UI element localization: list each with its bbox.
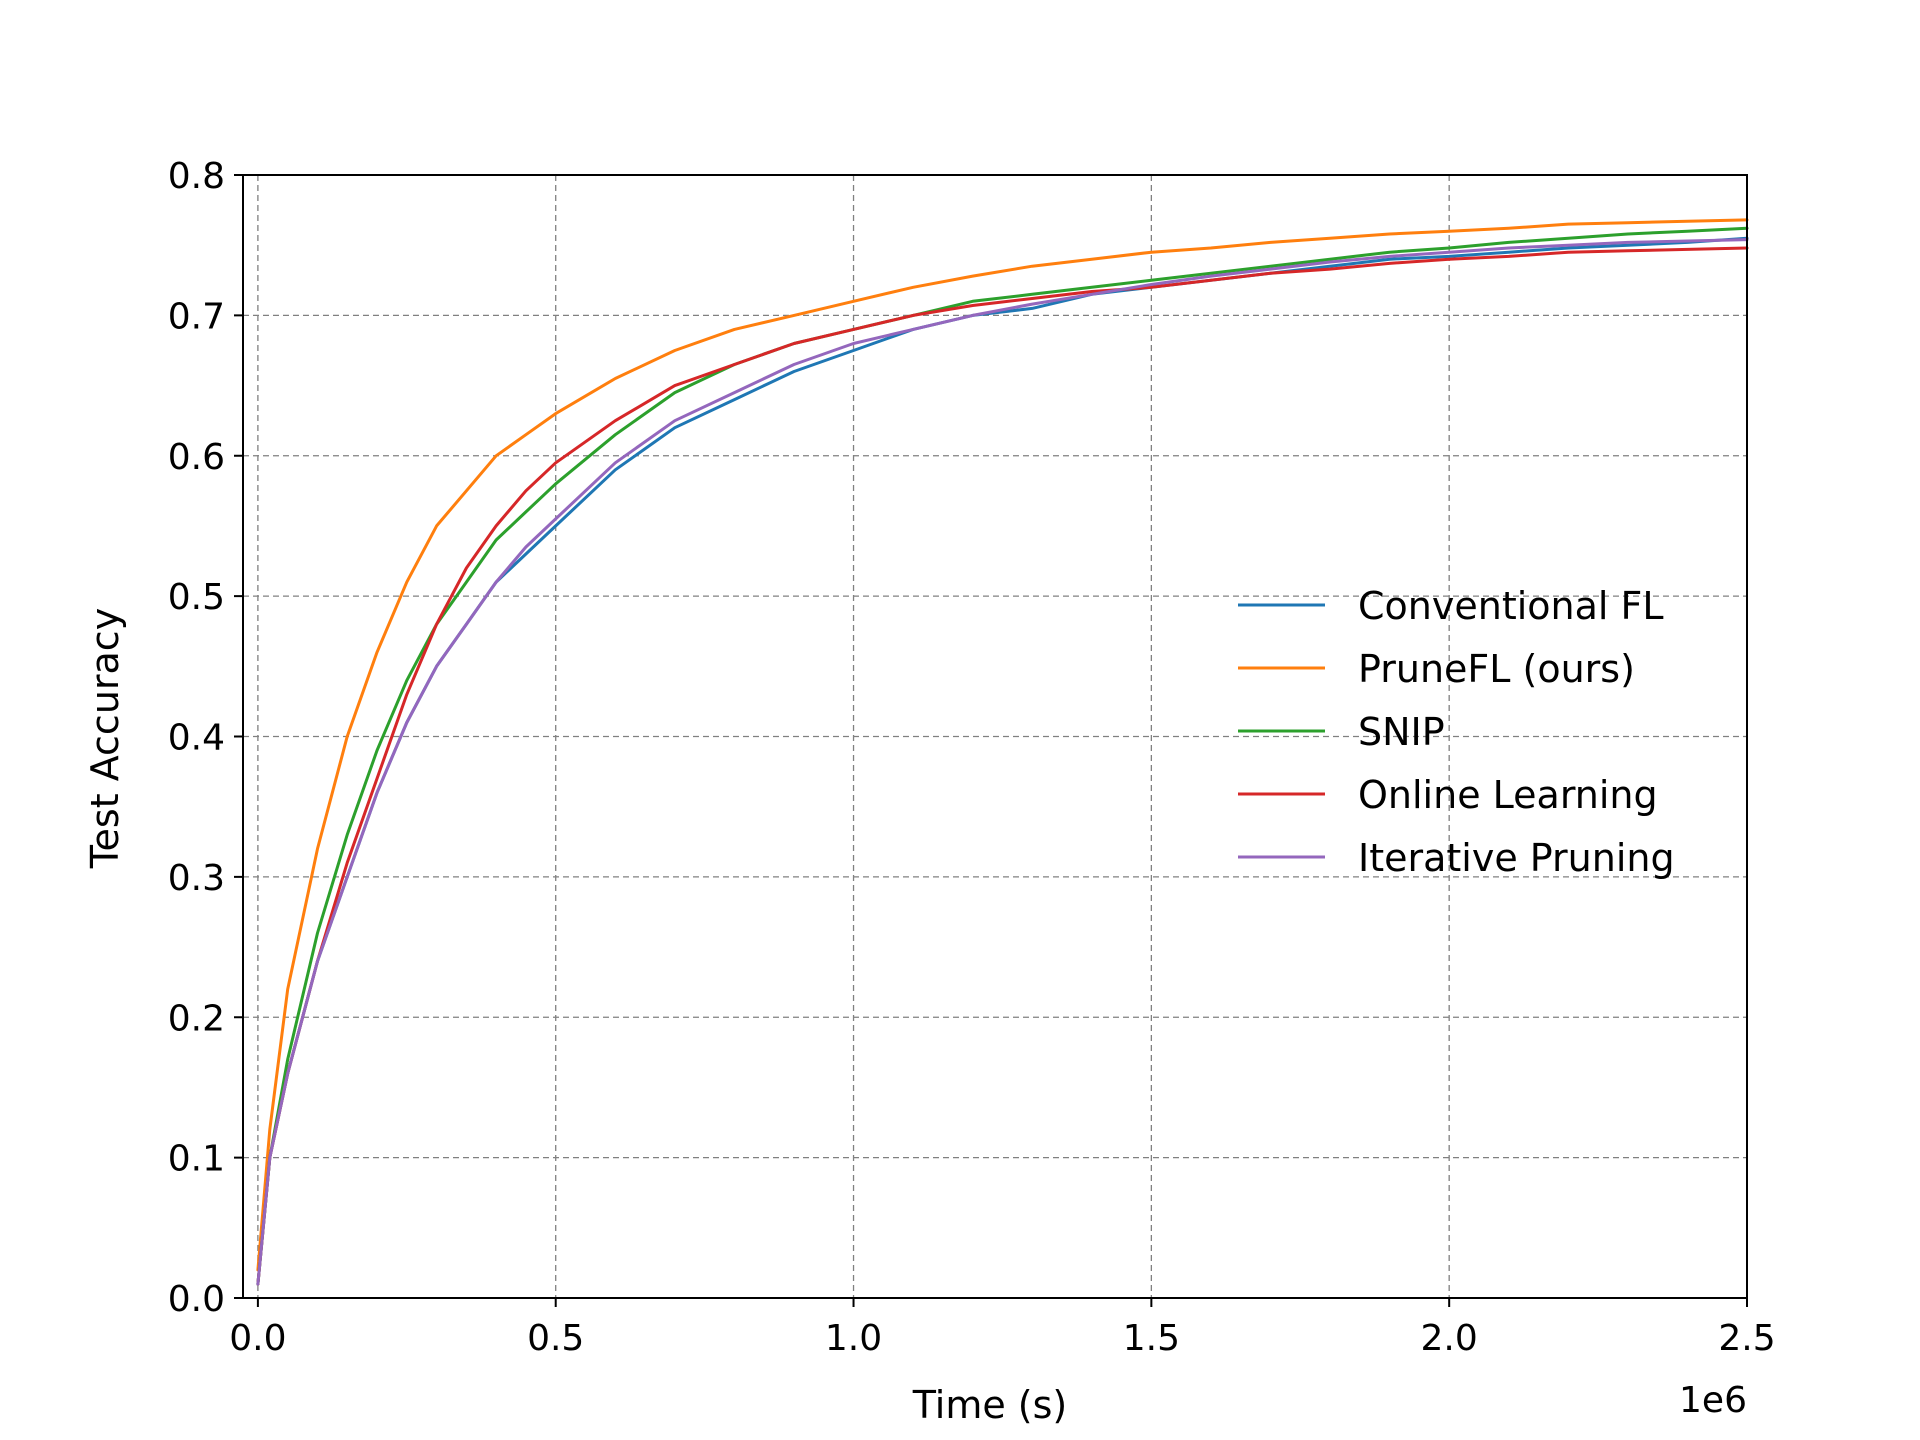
series-line-1 [256,218,1749,1272]
legend: Conventional FL PruneFL (ours) SNIP Online … [1238,584,1675,880]
x-tick-label: 0.5 [527,1318,584,1359]
series-lines [256,218,1749,1286]
legend-label: Iterative Pruning [1358,836,1675,880]
x-axis-offset-text: 1e6 [1679,1380,1747,1421]
legend-label: Online Learning [1358,773,1658,817]
series-line-3 [256,246,1749,1286]
x-tick-label: 2.5 [1718,1318,1775,1359]
y-axis-ticks: 0.0 0.1 0.2 0.3 0.4 0.5 0.6 0.7 0.8 [168,156,243,1320]
legend-label: PruneFL (ours) [1358,647,1635,691]
y-axis-label: Test Accuracy [83,608,127,869]
x-axis-ticks: 0.0 0.5 1.0 1.5 2.0 2.5 [229,1298,1776,1359]
y-tick-label: 0.1 [168,1139,225,1180]
y-tick-label: 0.5 [168,577,225,618]
x-tick-label: 2.0 [1421,1318,1478,1359]
x-tick-label: 0.0 [229,1318,286,1359]
y-tick-label: 0.2 [168,998,225,1039]
x-tick-label: 1.0 [825,1318,882,1359]
y-tick-label: 0.4 [168,718,225,759]
legend-label: SNIP [1358,710,1445,754]
legend-label: Conventional FL [1358,584,1664,628]
y-tick-label: 0.3 [168,858,225,899]
series-line-4 [256,238,1749,1286]
y-tick-label: 0.0 [168,1279,225,1320]
x-axis-label: Time (s) [912,1383,1068,1427]
y-tick-label: 0.7 [168,296,225,337]
y-tick-label: 0.8 [168,156,225,197]
x-tick-label: 1.5 [1123,1318,1180,1359]
y-tick-label: 0.6 [168,437,225,478]
